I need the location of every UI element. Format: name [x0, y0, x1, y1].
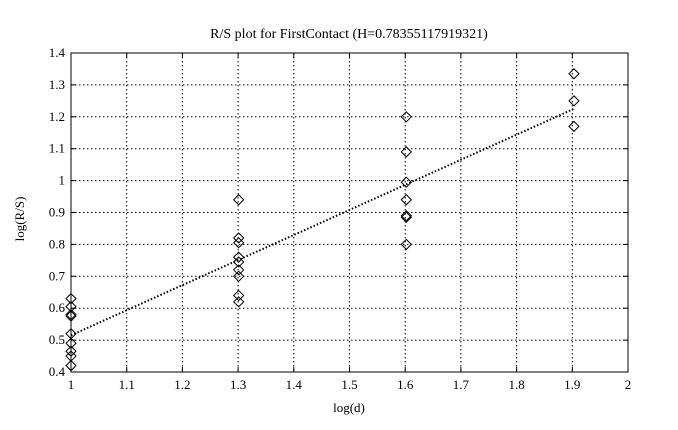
data-point-diamond [65, 310, 77, 322]
data-point-diamond [65, 345, 77, 357]
y-tick-labels: 0.4 0.5 0.6 0.7 0.8 0.9 1 1.1 1.2 1.3 1.4 [49, 45, 66, 379]
y-tick-label: 1.1 [49, 141, 65, 156]
data-point-diamond [400, 176, 413, 188]
y-axis-label: log(R/S) [12, 197, 27, 242]
data-point-diamond [400, 211, 413, 223]
data-point-diamond [568, 120, 580, 133]
y-tick-label: 0.6 [49, 300, 66, 315]
data-point-diamond [400, 209, 413, 222]
x-tick-label: 1.2 [174, 377, 190, 392]
data-point-diamond [232, 264, 245, 276]
data-point-diamond [232, 256, 245, 268]
data-point-diamond [400, 238, 413, 251]
y-tick-label: 0.7 [49, 268, 66, 283]
plot-frame [70, 52, 629, 373]
data-point-diamond [400, 111, 413, 123]
fit-line-layer [70, 107, 575, 337]
data-point-diamond [232, 194, 245, 206]
x-axis-label: log(d) [333, 400, 365, 415]
y-tick-label: 0.9 [49, 205, 65, 220]
data-point-diamond [232, 232, 245, 244]
y-tick-label: 1.4 [49, 45, 66, 60]
data-point-diamond [400, 146, 413, 158]
x-tick-label: 2 [625, 377, 632, 392]
data-point-diamond [232, 289, 245, 302]
y-tick-label: 1 [59, 173, 66, 188]
y-tick-label: 0.8 [49, 236, 65, 251]
x-tick-labels: 1 1.1 1.2 1.3 1.4 1.5 1.6 1.7 1.8 1.9 2 [68, 377, 632, 392]
y-tick-label: 1.3 [49, 77, 65, 92]
data-point-diamond [232, 251, 245, 263]
data-point-diamond [65, 292, 77, 305]
data-point-diamond [65, 337, 77, 349]
y-tick-label: 0.4 [49, 364, 66, 379]
data-point-diamond [568, 95, 580, 107]
x-tick-label: 1.5 [341, 377, 357, 392]
x-tick-label: 1.1 [119, 377, 135, 392]
x-tick-label: 1.7 [453, 377, 470, 392]
data-point-diamond [65, 308, 77, 321]
x-tick-label: 1.8 [508, 377, 524, 392]
data-point-diamond [400, 194, 413, 206]
data-point-diamond [232, 237, 245, 249]
y-tick-label: 0.5 [49, 332, 65, 347]
y-tick-label: 1.2 [49, 109, 65, 124]
data-point-diamond [232, 296, 245, 308]
x-tick-label: 1.9 [564, 377, 580, 392]
x-tick-label: 1.4 [286, 377, 303, 392]
data-points [65, 68, 580, 372]
data-point-diamond [568, 68, 580, 80]
x-tick-label: 1 [68, 377, 75, 392]
grid-lines [71, 53, 628, 372]
x-tick-label: 1.6 [397, 377, 414, 392]
x-tick-label: 1.3 [230, 377, 246, 392]
chart-title: R/S plot for FirstContact (H=0.783551179… [210, 27, 488, 42]
data-point-diamond [232, 270, 245, 283]
axis-ticks [70, 52, 629, 373]
data-point-diamond [65, 359, 77, 372]
regression-line [70, 107, 575, 337]
